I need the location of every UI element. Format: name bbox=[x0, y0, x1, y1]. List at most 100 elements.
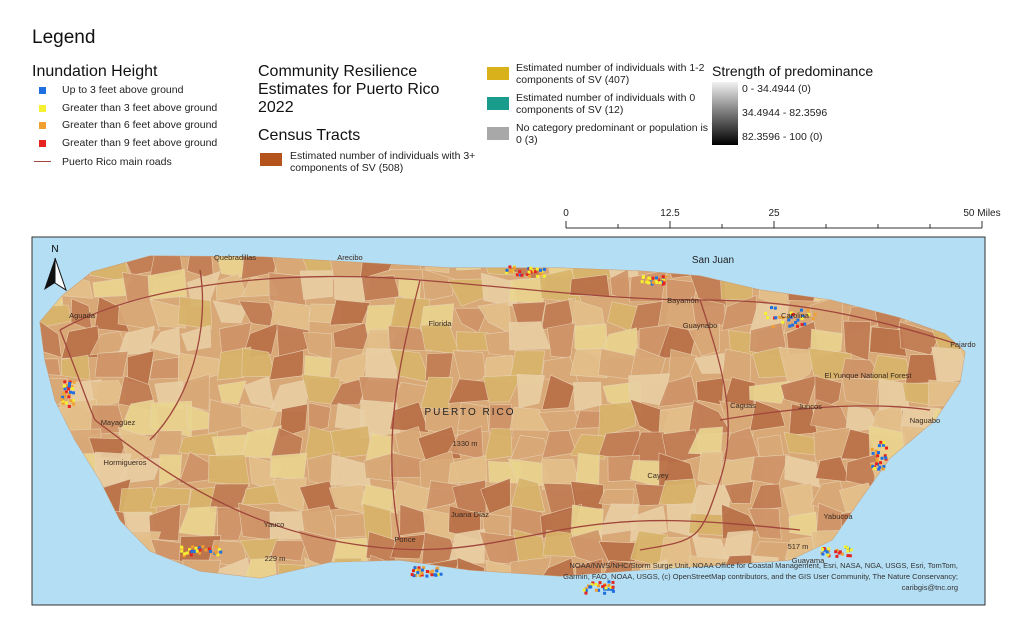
flood-cell bbox=[880, 456, 884, 460]
flood-cell bbox=[217, 547, 221, 551]
flood-cell bbox=[180, 547, 184, 551]
place-label: Bayamón bbox=[667, 296, 699, 305]
flood-cell bbox=[648, 277, 652, 281]
flood-cell bbox=[63, 380, 67, 384]
flood-cell bbox=[651, 276, 655, 280]
flood-cell bbox=[518, 270, 522, 274]
flood-cell bbox=[512, 266, 516, 270]
tract bbox=[747, 508, 782, 540]
road bbox=[391, 279, 421, 541]
scale-bar: 0 12.5 25 50 Miles bbox=[563, 208, 1001, 229]
tract bbox=[541, 374, 575, 410]
flood-cell bbox=[827, 547, 831, 551]
tract bbox=[749, 400, 786, 432]
tract bbox=[749, 483, 783, 512]
flood-cell bbox=[64, 401, 68, 405]
flood-cell bbox=[60, 397, 64, 401]
flood-cell bbox=[590, 583, 594, 587]
flood-cell bbox=[430, 573, 434, 577]
attribution: caribgis@tnc.org bbox=[902, 583, 958, 592]
flood-cell bbox=[788, 324, 792, 328]
tract bbox=[667, 349, 697, 386]
tract bbox=[721, 348, 752, 383]
flood-cell bbox=[214, 551, 218, 555]
flood-cell bbox=[764, 311, 768, 315]
tract bbox=[212, 300, 248, 324]
flood-cell bbox=[425, 574, 429, 578]
flood-cell bbox=[436, 566, 440, 570]
place-label: Carolina bbox=[781, 311, 810, 320]
flood-cell bbox=[417, 568, 421, 572]
place-label: Yabucoa bbox=[823, 512, 853, 521]
tract bbox=[421, 268, 455, 302]
place-label: Aguada bbox=[69, 311, 96, 320]
flood-cell bbox=[882, 441, 886, 445]
flood-cell bbox=[529, 266, 533, 270]
tract bbox=[94, 350, 129, 378]
tract bbox=[511, 301, 546, 329]
flood-cell bbox=[874, 449, 878, 453]
flood-cell bbox=[607, 583, 611, 587]
flood-cell bbox=[871, 451, 875, 455]
flood-cell bbox=[436, 573, 440, 577]
flood-cell bbox=[526, 272, 530, 276]
flood-cell bbox=[433, 573, 437, 577]
place-label: Quebradillas bbox=[214, 253, 256, 262]
flood-cell bbox=[781, 316, 785, 320]
flood-cell bbox=[881, 467, 885, 471]
roads bbox=[59, 269, 961, 551]
flood-cell bbox=[806, 308, 810, 312]
flood-cell bbox=[875, 460, 879, 464]
tract bbox=[217, 380, 247, 405]
flood-cell bbox=[870, 447, 874, 451]
flood-cell bbox=[791, 313, 795, 317]
flood-cell bbox=[197, 546, 201, 550]
flood-cell bbox=[529, 270, 533, 274]
tract bbox=[424, 352, 454, 382]
attribution: NOAA/NWS/NHC/Storm Surge Unit, NOAA Offi… bbox=[569, 561, 958, 570]
tract bbox=[239, 537, 281, 564]
flood-cell bbox=[786, 316, 790, 320]
flood-cell bbox=[193, 550, 197, 554]
legend-label: Estimated number of individuals with 0 c… bbox=[516, 92, 696, 116]
legend-swatch bbox=[487, 127, 509, 140]
flood-cell bbox=[597, 588, 601, 592]
place-label: Fajardo bbox=[950, 340, 975, 349]
tract bbox=[516, 373, 545, 409]
flood-cell bbox=[65, 383, 69, 387]
flood-cell bbox=[411, 569, 415, 573]
flood-cell bbox=[773, 306, 777, 310]
flood-cell bbox=[439, 572, 443, 576]
flood-cell bbox=[789, 311, 793, 315]
place-label: Mayagüez bbox=[101, 418, 136, 427]
flood-cell bbox=[781, 320, 785, 324]
flood-cell bbox=[771, 324, 775, 328]
flood-cell bbox=[535, 267, 539, 271]
place-label: El Yunque National Forest bbox=[824, 371, 912, 380]
tract bbox=[757, 434, 785, 459]
flood-cell bbox=[654, 276, 658, 280]
tract bbox=[569, 347, 608, 379]
flood-cell bbox=[661, 277, 665, 281]
flood-cell bbox=[840, 552, 844, 556]
flood-cell bbox=[603, 591, 607, 595]
legend-label: Greater than 9 feet above ground bbox=[62, 136, 218, 149]
flood-cell bbox=[821, 552, 825, 556]
tract bbox=[778, 347, 819, 388]
tract bbox=[813, 427, 851, 462]
flood-cell bbox=[216, 553, 220, 557]
flood-cell bbox=[63, 387, 67, 391]
tract bbox=[697, 451, 723, 487]
scale-label: 25 bbox=[768, 208, 780, 219]
flood-cell bbox=[527, 274, 531, 278]
flood-cell bbox=[885, 446, 889, 450]
flood-cell bbox=[190, 549, 194, 553]
tract bbox=[92, 277, 130, 298]
flood-cell bbox=[67, 392, 71, 396]
flood-cell bbox=[884, 456, 888, 460]
flood-cell bbox=[611, 585, 615, 589]
flood-cell bbox=[194, 546, 198, 550]
flood-cell bbox=[542, 274, 546, 278]
flood-cell bbox=[209, 550, 213, 554]
